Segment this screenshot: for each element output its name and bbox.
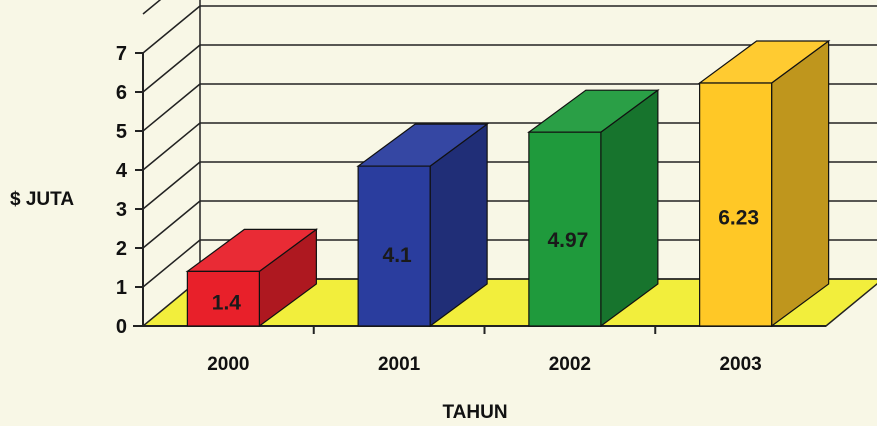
y-axis-title: $ JUTA: [10, 189, 74, 210]
bar-2000: [185, 228, 319, 328]
x-tick-label: 2001: [378, 354, 421, 375]
bar-front: [357, 165, 431, 327]
y-tick-label: 3: [116, 199, 127, 221]
side-gridline: [142, 161, 201, 210]
y-tick-label: 2: [116, 238, 127, 260]
side-gridline: [142, 5, 201, 54]
side-gridline: [142, 44, 201, 93]
side-gridline: [142, 122, 201, 171]
x-tick-label: 2003: [719, 354, 761, 375]
y-tick-label: 4: [116, 160, 128, 182]
data-label: 4.1: [383, 244, 413, 267]
y-tick-label: 7: [116, 43, 127, 65]
side-gridline: [142, 0, 162, 15]
y-tick-label: 0: [116, 316, 127, 338]
side-gridline: [142, 83, 201, 132]
bar-side: [771, 39, 830, 328]
side-gridline: [142, 239, 201, 288]
bar-2001: [356, 122, 489, 328]
bar-2002: [527, 88, 660, 328]
y-tick-label: 5: [116, 121, 127, 143]
bar-front: [699, 82, 773, 327]
x-axis-title: TAHUN: [442, 402, 507, 423]
bar-front: [186, 270, 260, 327]
y-tick-label: 1: [116, 277, 127, 299]
data-label: 4.97: [547, 229, 588, 252]
data-label: 6.23: [718, 207, 759, 230]
bar-front: [528, 131, 602, 327]
bar-2003: [697, 39, 831, 328]
side-gridline: [142, 200, 201, 249]
x-tick-label: 2000: [207, 354, 249, 375]
data-label: 1.4: [212, 291, 242, 314]
y-tick-label: 6: [116, 82, 127, 104]
x-tick-label: 2002: [549, 354, 591, 375]
